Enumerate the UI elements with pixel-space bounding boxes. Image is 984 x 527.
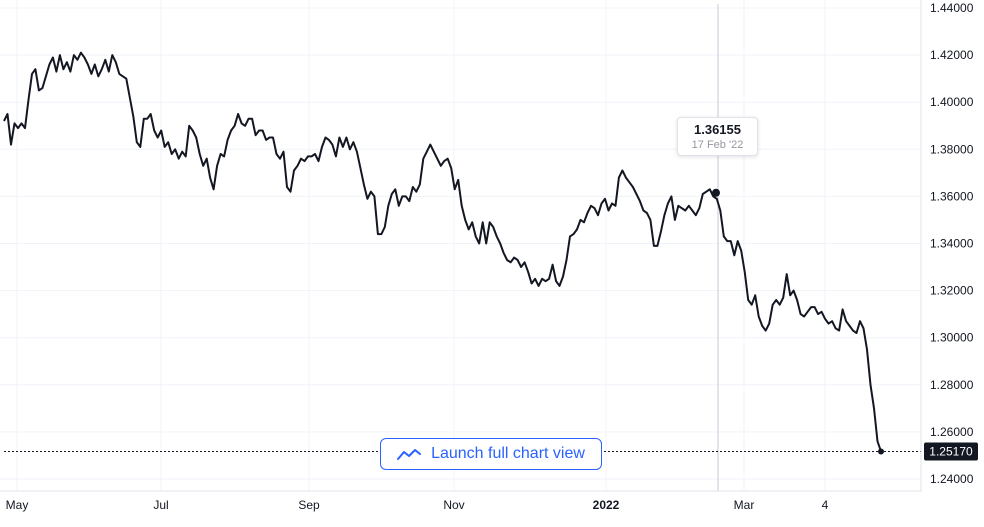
launch-button-label: Launch full chart view [431, 445, 585, 462]
y-tick-label: 1.28000 [930, 378, 974, 392]
y-tick-label: 1.36000 [930, 189, 974, 203]
grid [0, 0, 921, 491]
x-tick-label: Mar [734, 498, 755, 512]
launch-full-chart-button[interactable]: Launch full chart view [380, 438, 602, 470]
x-axis: May Jul Sep Nov 2022 Mar 4 [6, 498, 829, 512]
tooltip-value: 1.36155 [694, 122, 741, 137]
x-tick-label: 4 [822, 498, 829, 512]
y-tick-label: 1.30000 [930, 331, 974, 345]
y-tick-label: 1.32000 [930, 284, 974, 298]
y-axis: 1.24000 1.26000 1.28000 1.30000 1.32000 1.340… [930, 1, 974, 486]
last-price-point [878, 448, 884, 455]
crosshair-tooltip: 1.36155 17 Feb '22 [677, 117, 758, 156]
y-tick-label: 1.44000 [930, 1, 974, 15]
y-tick-label: 1.24000 [930, 472, 974, 486]
y-tick-label: 1.34000 [930, 237, 974, 251]
x-tick-label: Jul [153, 498, 168, 512]
y-tick-label: 1.38000 [930, 142, 974, 156]
x-tick-label: 2022 [593, 498, 620, 512]
tooltip-date: 17 Feb '22 [691, 139, 744, 151]
x-tick-label: May [6, 498, 29, 512]
y-tick-label: 1.26000 [930, 425, 974, 439]
current-price-label: 1.25170 [929, 444, 973, 458]
price-series-line [3, 51, 882, 452]
highlight-point [712, 188, 720, 197]
x-tick-label: Nov [443, 498, 464, 512]
trend-line-icon [397, 449, 422, 460]
y-tick-label: 1.42000 [930, 48, 974, 62]
current-price-badge: 1.25170 [924, 442, 978, 461]
x-tick-label: Sep [298, 498, 320, 512]
y-tick-label: 1.40000 [930, 95, 974, 109]
